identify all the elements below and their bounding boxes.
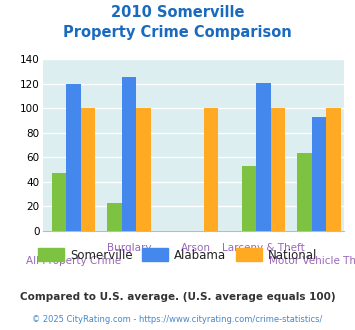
Bar (136, 109, 151, 231)
Text: 2010 Somerville: 2010 Somerville (111, 5, 244, 20)
Text: Arson: Arson (181, 243, 211, 253)
Text: Larceny & Theft: Larceny & Theft (222, 243, 305, 253)
Bar (241, 166, 256, 231)
Bar (312, 117, 327, 231)
Bar (203, 109, 218, 231)
Bar (51, 173, 66, 231)
Bar (297, 152, 312, 231)
Bar (122, 77, 136, 231)
Text: All Property Crime: All Property Crime (26, 255, 121, 266)
Bar (256, 83, 271, 231)
Legend: Somerville, Alabama, National: Somerville, Alabama, National (33, 244, 322, 266)
Text: Motor Vehicle Theft: Motor Vehicle Theft (269, 255, 355, 266)
Bar (271, 109, 285, 231)
Bar (108, 203, 122, 231)
Bar (66, 84, 81, 231)
Text: Compared to U.S. average. (U.S. average equals 100): Compared to U.S. average. (U.S. average … (20, 292, 335, 302)
Text: Property Crime Comparison: Property Crime Comparison (63, 25, 292, 40)
Bar (327, 109, 341, 231)
Bar (81, 109, 95, 231)
Text: © 2025 CityRating.com - https://www.cityrating.com/crime-statistics/: © 2025 CityRating.com - https://www.city… (32, 315, 323, 324)
Text: Burglary: Burglary (107, 243, 152, 253)
